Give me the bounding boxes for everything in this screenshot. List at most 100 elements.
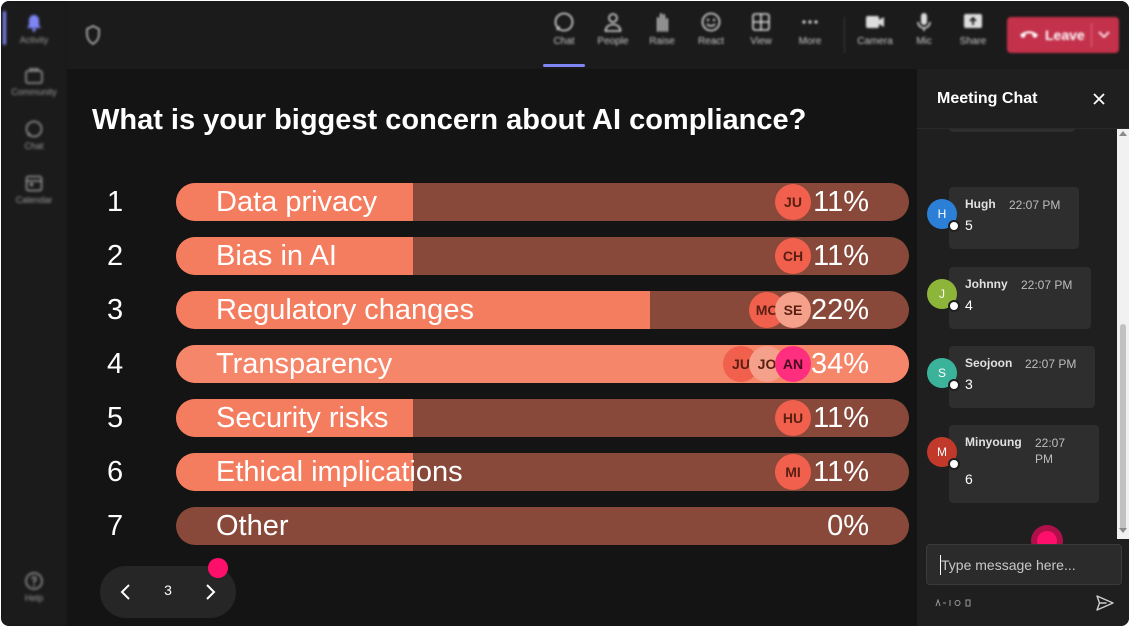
mic-icon (917, 13, 931, 31)
poll-option-row[interactable]: 5 Security risks HU 11% (67, 399, 917, 437)
chat-header: Meeting Chat (917, 69, 1129, 129)
toolbar-button-label: Raise (649, 36, 675, 47)
text-caret (940, 555, 941, 575)
chat-bubble: Johnny 22:07 PM 4 (949, 267, 1091, 329)
poll-option-bar (176, 507, 909, 545)
toolbar-view-button[interactable]: View (736, 11, 786, 47)
poll-option-percent: 11% (813, 240, 869, 272)
chat-input-box[interactable] (926, 544, 1122, 585)
presence-status-icon (948, 300, 960, 312)
scroll-down-arrow[interactable] (1119, 528, 1127, 533)
poll-option-fill (176, 399, 413, 437)
poll-option-number: 5 (107, 402, 124, 434)
chevron-left-icon[interactable] (114, 580, 138, 604)
chat-message-text: 3 (965, 376, 973, 392)
app-rail: Activity Community Chat Calendar Help (1, 1, 67, 626)
cursor-marker (208, 558, 228, 578)
chat-bubble: Hugh 22:07 PM 5 (949, 187, 1079, 249)
poll-option-row[interactable]: 6 Ethical implications MI 11% (67, 453, 917, 491)
poll-option-row[interactable]: 1 Data privacy JU 11% (67, 183, 917, 221)
poll-option-label: Ethical implications (216, 456, 463, 488)
shield-icon (86, 25, 100, 45)
leave-button[interactable]: Leave (1007, 17, 1119, 53)
leave-divider (1091, 23, 1092, 47)
poll-option-row[interactable]: 2 Bias in AI CH 11% (67, 237, 917, 275)
share-icon (964, 14, 982, 28)
poll-option-label: Other (216, 510, 289, 542)
poll-option-number: 4 (107, 348, 124, 380)
toolbar-people-button[interactable]: People (588, 11, 638, 47)
toolbar-button-label: Chat (553, 36, 575, 47)
rail-item-label: Chat (24, 141, 44, 151)
rail-item-label: Activity (19, 35, 49, 45)
poll-option-number: 1 (107, 186, 124, 218)
chat-timestamp: 22:07 PM (1009, 198, 1061, 212)
help-icon (25, 572, 43, 590)
toolbar-camera-button[interactable]: Camera (850, 11, 900, 47)
toolbar-chat-button[interactable]: Chat (539, 11, 589, 47)
react-icon (701, 12, 721, 32)
page-number: 3 (164, 582, 172, 598)
rail-item-label: Help (24, 593, 44, 603)
poll-option-number: 6 (107, 456, 124, 488)
format-icons[interactable] (935, 598, 975, 607)
rail-item-chat[interactable]: Chat (1, 119, 67, 151)
chat-message-input[interactable] (941, 555, 1111, 575)
chat-message-text: 5 (965, 217, 973, 233)
chat-icon (25, 120, 43, 138)
meeting-toolbar: Chat People Raise React View More (67, 1, 1129, 69)
toolbar-button-label: More (798, 36, 822, 47)
scroll-up-arrow[interactable] (1119, 131, 1127, 136)
chat-timestamp: 22:07 PM (1025, 357, 1077, 371)
rail-item-activity[interactable]: Activity (1, 13, 67, 45)
voter-avatar: HU (775, 400, 811, 436)
rail-item-calendar[interactable]: Calendar (1, 173, 67, 205)
toolbar-react-button[interactable]: React (686, 11, 736, 47)
voter-avatar: SE (775, 292, 811, 328)
poll-option-row[interactable]: 3 Regulatory changes MO SE 22% (67, 291, 917, 329)
chat-bubble: Seojoon 22:07 PM 3 (949, 346, 1095, 408)
toolbar-divider (844, 17, 845, 53)
raise-hand-icon (657, 13, 668, 32)
rail-item-help[interactable]: Help (1, 571, 67, 603)
voter-avatar: CH (775, 238, 811, 274)
poll-option-percent: 22% (810, 294, 869, 326)
chat-title: Meeting Chat (937, 90, 1038, 107)
toolbar-mic-button[interactable]: Mic (899, 11, 949, 47)
poll-option-row[interactable]: 4 Transparency JU JO AN 34% (67, 345, 917, 383)
chat-sender-name: Minyoung (965, 435, 1022, 449)
phone-hangup-icon (1020, 31, 1038, 38)
toolbar-more-button[interactable]: More (785, 11, 835, 47)
chat-message-list[interactable]: Julia22:07 PM4JHugh22:07 PM5HJohnny22:07… (917, 129, 1117, 539)
poll-option-number: 7 (107, 510, 124, 542)
chat-message: Johnny 22:07 PM 4 J (917, 267, 1117, 329)
toolbar-raise-button[interactable]: Raise (637, 11, 687, 47)
rail-item-label: Community (11, 87, 57, 97)
calendar-icon (25, 175, 43, 192)
chevron-down-icon[interactable] (1098, 30, 1110, 40)
toolbar-share-button[interactable]: Share (948, 11, 998, 47)
poll-option-label: Security risks (216, 402, 389, 434)
poll-option-number: 3 (107, 294, 124, 326)
scrollbar-thumb[interactable] (1120, 324, 1126, 531)
poll-option-fill (176, 291, 650, 329)
poll-option-row[interactable]: 7 Other 0% (67, 507, 917, 545)
poll-option-percent: 11% (813, 456, 869, 488)
chat-bubble: Julia22:07 PM4 (949, 129, 1075, 132)
chevron-right-icon[interactable] (198, 580, 222, 604)
rail-item-label: Calendar (15, 195, 53, 205)
people-icon (604, 13, 622, 32)
presence-status-icon (948, 379, 960, 391)
send-icon[interactable] (1095, 593, 1115, 613)
close-icon[interactable] (1089, 89, 1109, 109)
poll-option-fill (176, 183, 413, 221)
poll-option-percent: 11% (813, 186, 869, 218)
rail-item-community[interactable]: Community (1, 67, 67, 97)
poll-option-label: Bias in AI (216, 240, 337, 272)
chat-sender-name: Johnny (965, 277, 1008, 291)
toolbar-button-label: Share (959, 36, 987, 47)
community-icon (25, 68, 43, 84)
chat-message: Hugh 22:07 PM 5 H (917, 187, 1117, 249)
